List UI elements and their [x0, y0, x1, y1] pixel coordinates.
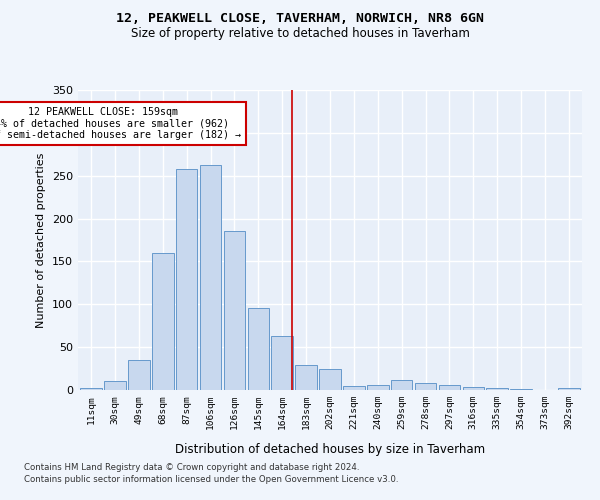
Bar: [200, 166, 221, 390]
Y-axis label: Number of detached properties: Number of detached properties: [37, 152, 46, 328]
Bar: [224, 232, 245, 390]
Text: Contains HM Land Registry data © Crown copyright and database right 2024.: Contains HM Land Registry data © Crown c…: [24, 464, 359, 472]
Bar: [104, 382, 126, 390]
Bar: [80, 388, 102, 390]
Bar: [271, 336, 293, 390]
Text: 12 PEAKWELL CLOSE: 159sqm
← 84% of detached houses are smaller (962)
16% of semi: 12 PEAKWELL CLOSE: 159sqm ← 84% of detac…: [0, 107, 241, 140]
Text: Size of property relative to detached houses in Taverham: Size of property relative to detached ho…: [131, 28, 469, 40]
Bar: [463, 386, 484, 390]
Bar: [295, 365, 317, 390]
Bar: [391, 380, 412, 390]
Bar: [152, 253, 173, 390]
Text: Distribution of detached houses by size in Taverham: Distribution of detached houses by size …: [175, 442, 485, 456]
Bar: [128, 360, 149, 390]
Bar: [439, 385, 460, 390]
Bar: [511, 389, 532, 390]
Bar: [558, 388, 580, 390]
Text: 12, PEAKWELL CLOSE, TAVERHAM, NORWICH, NR8 6GN: 12, PEAKWELL CLOSE, TAVERHAM, NORWICH, N…: [116, 12, 484, 26]
Bar: [248, 308, 269, 390]
Bar: [343, 386, 365, 390]
Text: Contains public sector information licensed under the Open Government Licence v3: Contains public sector information licen…: [24, 475, 398, 484]
Bar: [415, 383, 436, 390]
Bar: [367, 385, 389, 390]
Bar: [487, 388, 508, 390]
Bar: [319, 368, 341, 390]
Bar: [176, 169, 197, 390]
